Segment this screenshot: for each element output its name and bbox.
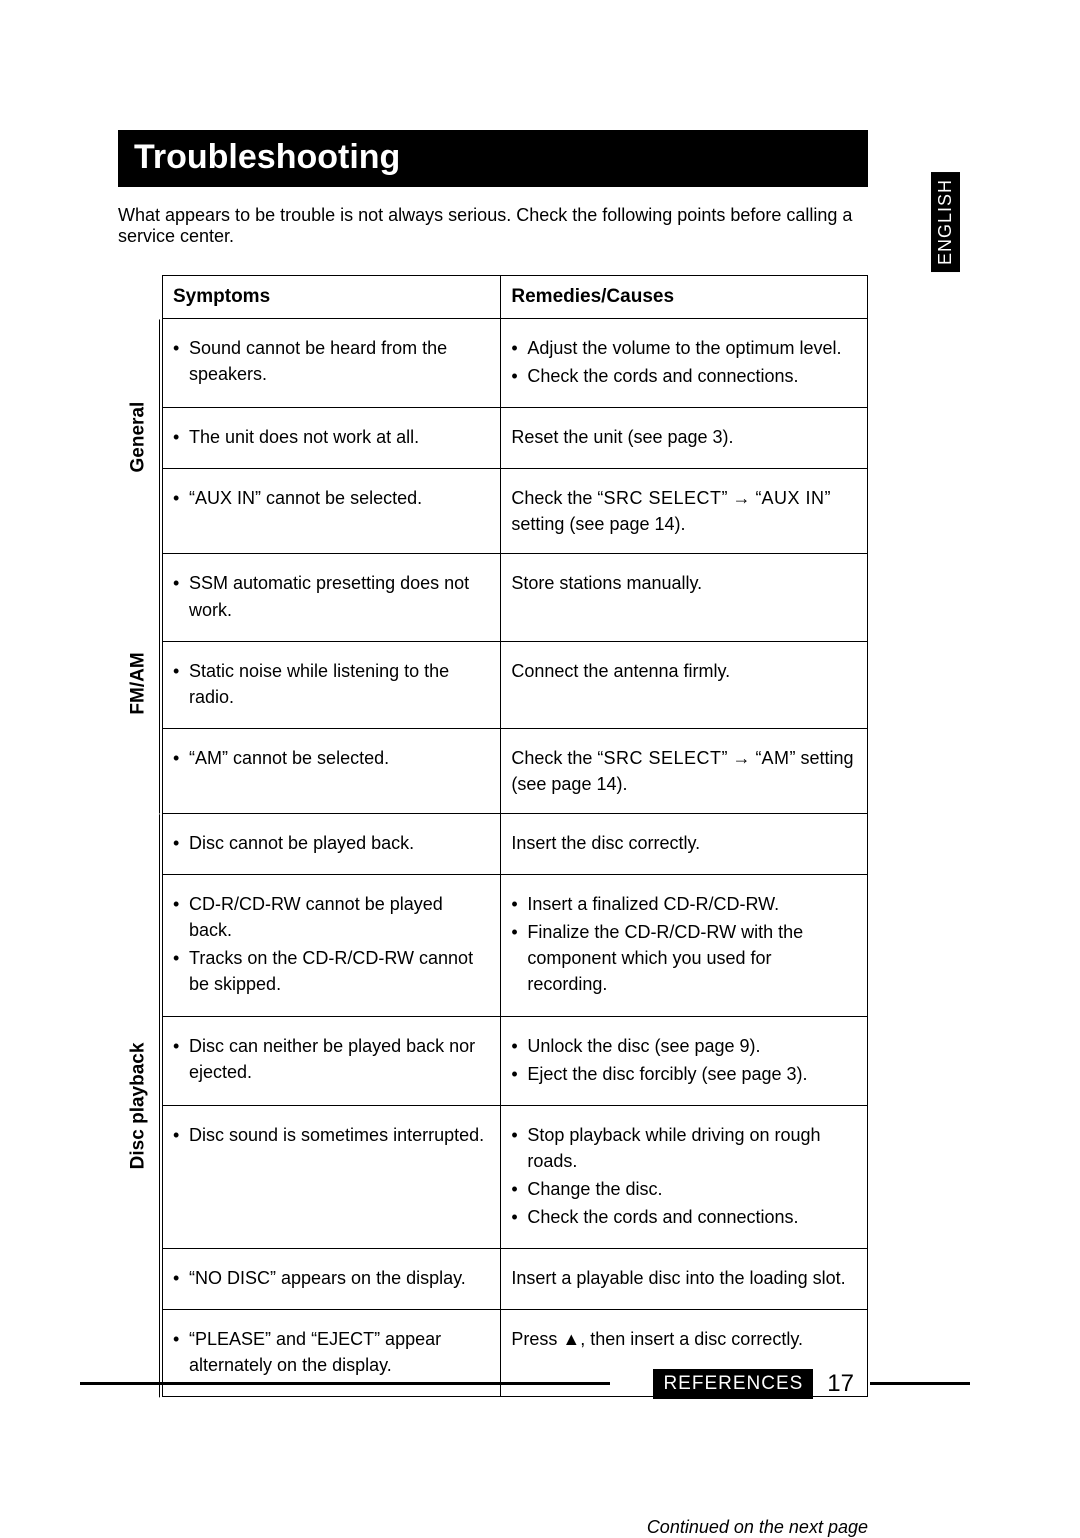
category-label: Disc playback xyxy=(118,814,160,1397)
symptom-item: “AM” cannot be selected. xyxy=(173,745,488,771)
remedy-item: Check the cords and connections. xyxy=(511,1204,855,1230)
symptom-cell: The unit does not work at all. xyxy=(163,408,501,469)
symptom-list: SSM automatic presetting does not work. xyxy=(173,570,488,622)
footer-section: REFERENCES xyxy=(653,1369,813,1399)
remedy-list: Unlock the disc (see page 9).Eject the d… xyxy=(511,1033,855,1087)
remedy-list: Adjust the volume to the optimum level.C… xyxy=(511,335,855,389)
troubleshooting-table: Symptoms Remedies/Causes Sound cannot be… xyxy=(162,275,868,1397)
remedy-item: Unlock the disc (see page 9). xyxy=(511,1033,855,1059)
symptom-cell: “AUX IN” cannot be selected. xyxy=(163,469,501,554)
symptom-item: Static noise while listening to the radi… xyxy=(173,658,488,710)
symptom-cell: Sound cannot be heard from the speakers. xyxy=(163,319,501,408)
symptom-list: The unit does not work at all. xyxy=(173,424,488,450)
remedy-cell: Insert a finalized CD-R/CD-RW.Finalize t… xyxy=(501,875,868,1016)
remedy-cell: Connect the antenna firmly. xyxy=(501,641,868,728)
remedy-item: Insert a finalized CD-R/CD-RW. xyxy=(511,891,855,917)
symptom-cell: “AM” cannot be selected. xyxy=(163,728,501,813)
remedy-item: Eject the disc forcibly (see page 3). xyxy=(511,1061,855,1087)
symptom-list: Static noise while listening to the radi… xyxy=(173,658,488,710)
remedy-item: Adjust the volume to the optimum level. xyxy=(511,335,855,361)
symptom-item: Tracks on the CD-R/CD-RW cannot be skipp… xyxy=(173,945,488,997)
symptom-cell: “NO DISC” appears on the display. xyxy=(163,1249,501,1310)
symptom-list: Sound cannot be heard from the speakers. xyxy=(173,335,488,387)
table-row: “AUX IN” cannot be selected. Check the “S… xyxy=(163,469,868,554)
symptom-list: Disc cannot be played back. xyxy=(173,830,488,856)
symptom-item: SSM automatic presetting does not work. xyxy=(173,570,488,622)
continued-text: Continued on the next page xyxy=(118,1517,868,1538)
table-row: Sound cannot be heard from the speakers.… xyxy=(163,319,868,408)
remedy-cell: Adjust the volume to the optimum level.C… xyxy=(501,319,868,408)
symptom-cell: Disc cannot be played back. xyxy=(163,814,501,875)
symptom-item: Disc cannot be played back. xyxy=(173,830,488,856)
table-row: CD-R/CD-RW cannot be played back.Tracks … xyxy=(163,875,868,1016)
remedy-cell: Check the “SRC SELECT” → “AUX IN” settin… xyxy=(501,469,868,554)
header-remedies: Remedies/Causes xyxy=(501,276,868,319)
symptom-cell: Static noise while listening to the radi… xyxy=(163,641,501,728)
remedy-item: Check the cords and connections. xyxy=(511,363,855,389)
remedy-cell: Store stations manually. xyxy=(501,554,868,641)
footer-page-number: 17 xyxy=(813,1370,868,1398)
symptom-list: “NO DISC” appears on the display. xyxy=(173,1265,488,1291)
symptom-item: “AUX IN” cannot be selected. xyxy=(173,485,488,511)
symptom-list: “AM” cannot be selected. xyxy=(173,745,488,771)
table-row: Static noise while listening to the radi… xyxy=(163,641,868,728)
symptom-list: Disc can neither be played back nor ejec… xyxy=(173,1033,488,1085)
symptom-list: CD-R/CD-RW cannot be played back.Tracks … xyxy=(173,891,488,997)
symptom-cell: Disc sound is sometimes interrupted. xyxy=(163,1105,501,1248)
symptom-cell: Disc can neither be played back nor ejec… xyxy=(163,1016,501,1105)
remedy-item: Finalize the CD-R/CD-RW with the compone… xyxy=(511,919,855,997)
language-tab: ENGLISH xyxy=(931,172,960,272)
remedy-cell: Insert a playable disc into the loading … xyxy=(501,1249,868,1310)
symptom-item: “NO DISC” appears on the display. xyxy=(173,1265,488,1291)
table-row: SSM automatic presetting does not work.S… xyxy=(163,554,868,641)
remedy-cell: Reset the unit (see page 3). xyxy=(501,408,868,469)
intro-text: What appears to be trouble is not always… xyxy=(118,205,868,247)
symptom-cell: SSM automatic presetting does not work. xyxy=(163,554,501,641)
category-label: FM/AM xyxy=(118,554,160,814)
symptom-list: “AUX IN” cannot be selected. xyxy=(173,485,488,511)
category-label: General xyxy=(118,319,160,554)
symptom-item: Disc can neither be played back nor ejec… xyxy=(173,1033,488,1085)
table-row: The unit does not work at all. Reset the … xyxy=(163,408,868,469)
table-body: Sound cannot be heard from the speakers.… xyxy=(163,319,868,1397)
page-footer: REFERENCES 17 xyxy=(118,1369,868,1399)
page-title: Troubleshooting xyxy=(118,130,868,187)
remedy-item: Change the disc. xyxy=(511,1176,855,1202)
remedy-cell: Check the “SRC SELECT” → “AM” setting (s… xyxy=(501,728,868,813)
table-row: “NO DISC” appears on the display. Insert … xyxy=(163,1249,868,1310)
symptom-cell: CD-R/CD-RW cannot be played back.Tracks … xyxy=(163,875,501,1016)
symptom-item: Sound cannot be heard from the speakers. xyxy=(173,335,488,387)
remedy-cell: Stop playback while driving on rough roa… xyxy=(501,1105,868,1248)
symptom-item: The unit does not work at all. xyxy=(173,424,488,450)
troubleshooting-table-wrap: Symptoms Remedies/Causes Sound cannot be… xyxy=(118,275,868,1397)
remedy-list: Insert a finalized CD-R/CD-RW.Finalize t… xyxy=(511,891,855,997)
header-symptoms: Symptoms xyxy=(163,276,501,319)
table-row: “AM” cannot be selected. Check the “SRC S… xyxy=(163,728,868,813)
symptom-list: Disc sound is sometimes interrupted. xyxy=(173,1122,488,1148)
table-row: Disc can neither be played back nor ejec… xyxy=(163,1016,868,1105)
remedy-cell: Insert the disc correctly. xyxy=(501,814,868,875)
remedy-item: Stop playback while driving on rough roa… xyxy=(511,1122,855,1174)
symptom-item: CD-R/CD-RW cannot be played back. xyxy=(173,891,488,943)
symptom-item: Disc sound is sometimes interrupted. xyxy=(173,1122,488,1148)
remedy-cell: Unlock the disc (see page 9).Eject the d… xyxy=(501,1016,868,1105)
remedy-list: Stop playback while driving on rough roa… xyxy=(511,1122,855,1230)
table-row: Disc sound is sometimes interrupted. Stop… xyxy=(163,1105,868,1248)
page-content: Troubleshooting What appears to be troub… xyxy=(118,130,868,1538)
table-row: Disc cannot be played back. Insert the di… xyxy=(163,814,868,875)
